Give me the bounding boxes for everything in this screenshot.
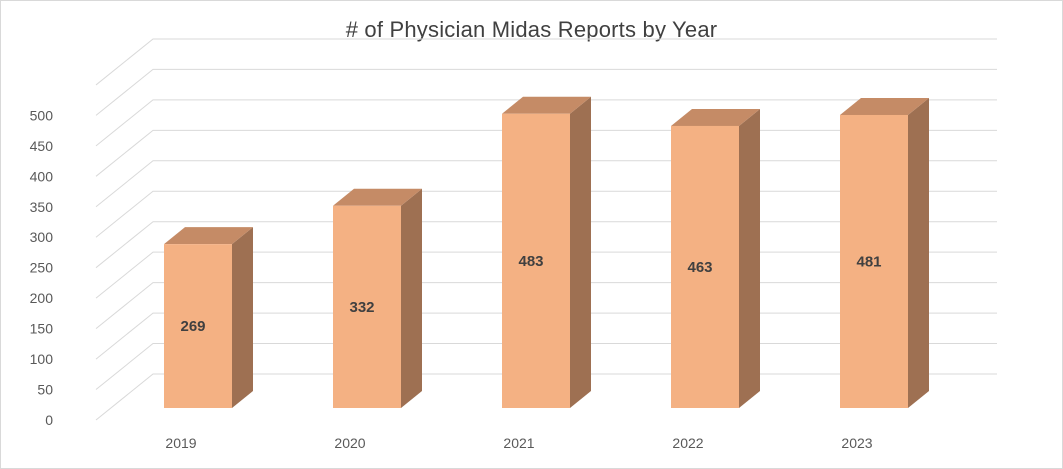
data-label: 269 xyxy=(180,318,205,335)
x-tick-label: 2020 xyxy=(334,435,365,451)
y-tick-label: 150 xyxy=(30,321,54,337)
y-tick-label: 200 xyxy=(30,290,54,306)
gridline xyxy=(95,68,997,116)
x-tick-label: 2019 xyxy=(165,435,196,451)
data-label: 483 xyxy=(518,253,543,270)
bar-side-face xyxy=(401,188,422,408)
bar: 332 xyxy=(333,188,422,408)
y-tick-label: 350 xyxy=(30,199,54,215)
y-tick-label: 250 xyxy=(30,260,54,276)
bar: 269 xyxy=(164,227,253,408)
data-label: 481 xyxy=(856,253,881,270)
gridline xyxy=(95,99,997,147)
bars: 269 332 483 463 481 xyxy=(164,96,929,409)
y-tick-label: 50 xyxy=(37,382,53,398)
bar-front-face xyxy=(333,205,401,408)
y-tick-label: 450 xyxy=(30,138,54,154)
bar-front-face xyxy=(671,125,739,408)
bar-front-face xyxy=(164,244,232,408)
data-label: 463 xyxy=(687,259,712,276)
x-axis-ticks: 2019 2020 2021 2022 2023 xyxy=(165,435,872,451)
bar-top-face xyxy=(502,96,591,114)
bar-side-face xyxy=(570,96,591,408)
chart-title: # of Physician Midas Reports by Year xyxy=(345,17,718,42)
x-tick-label: 2023 xyxy=(841,435,872,451)
bar-front-face xyxy=(840,114,908,409)
y-tick-label: 400 xyxy=(30,168,54,184)
bar-top-face xyxy=(840,97,929,115)
bar-side-face xyxy=(232,227,253,408)
bar-top-face xyxy=(333,188,422,206)
bar-side-face xyxy=(739,108,760,408)
x-tick-label: 2021 xyxy=(503,435,534,451)
data-label: 332 xyxy=(349,299,374,316)
bar-top-face xyxy=(164,227,253,245)
bar-side-face xyxy=(908,97,929,409)
bar: 463 xyxy=(671,108,760,408)
gridline xyxy=(95,38,997,86)
bar-front-face xyxy=(502,113,570,408)
y-tick-label: 300 xyxy=(30,229,54,245)
y-tick-label: 500 xyxy=(30,107,54,123)
bar-top-face xyxy=(671,108,760,126)
y-axis-ticks: 0 50 100 150 200 250 300 350 400 450 500 xyxy=(30,107,54,428)
bar: 483 xyxy=(502,96,591,408)
y-tick-label: 100 xyxy=(30,351,54,367)
y-tick-label: 0 xyxy=(45,412,53,428)
bar: 481 xyxy=(840,97,929,409)
x-tick-label: 2022 xyxy=(672,435,703,451)
